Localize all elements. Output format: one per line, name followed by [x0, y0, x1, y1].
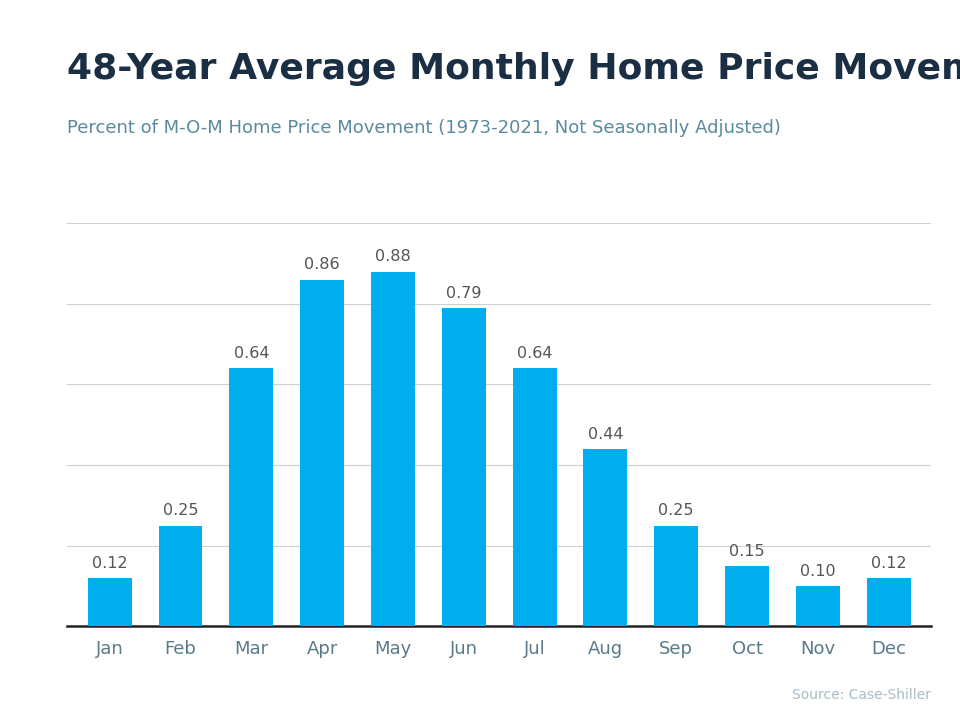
Text: 0.86: 0.86 — [304, 257, 340, 272]
Text: 0.88: 0.88 — [375, 249, 411, 264]
Text: 0.12: 0.12 — [871, 556, 906, 571]
Text: 0.15: 0.15 — [730, 544, 765, 559]
Bar — [655, 526, 698, 626]
Bar — [229, 369, 274, 626]
Text: Percent of M-O-M Home Price Movement (1973-2021, Not Seasonally Adjusted): Percent of M-O-M Home Price Movement (19… — [67, 119, 781, 137]
Bar — [442, 308, 486, 626]
Text: 0.64: 0.64 — [516, 346, 552, 361]
Text: 0.44: 0.44 — [588, 427, 623, 442]
Text: Source: Case-Shiller: Source: Case-Shiller — [792, 688, 931, 702]
Bar — [796, 586, 840, 626]
Text: 0.12: 0.12 — [92, 556, 128, 571]
Text: 48-Year Average Monthly Home Price Movement: 48-Year Average Monthly Home Price Movem… — [67, 53, 960, 86]
Bar — [867, 578, 911, 626]
Bar — [584, 449, 628, 626]
Text: 0.25: 0.25 — [659, 503, 694, 518]
Text: 0.64: 0.64 — [233, 346, 269, 361]
Bar — [513, 369, 557, 626]
Text: 0.79: 0.79 — [446, 286, 482, 301]
Text: 0.10: 0.10 — [800, 564, 836, 579]
Bar — [87, 578, 132, 626]
Bar — [158, 526, 203, 626]
Bar — [371, 271, 415, 626]
Bar — [300, 279, 344, 626]
Text: 0.25: 0.25 — [163, 503, 199, 518]
Bar — [725, 566, 769, 626]
